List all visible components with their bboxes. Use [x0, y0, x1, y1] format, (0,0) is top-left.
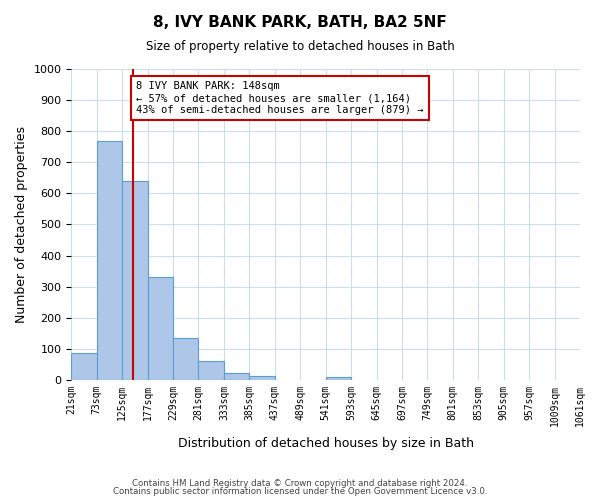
Bar: [224, 373, 250, 380]
Text: 8 IVY BANK PARK: 148sqm
← 57% of detached houses are smaller (1,164)
43% of semi: 8 IVY BANK PARK: 148sqm ← 57% of detache…: [136, 82, 424, 114]
X-axis label: Distribution of detached houses by size in Bath: Distribution of detached houses by size …: [178, 437, 473, 450]
Text: Contains public sector information licensed under the Open Government Licence v3: Contains public sector information licen…: [113, 487, 487, 496]
Bar: [148, 278, 173, 380]
Bar: [122, 181, 148, 380]
Bar: [199, 361, 224, 380]
Bar: [71, 354, 97, 380]
Y-axis label: Number of detached properties: Number of detached properties: [15, 126, 28, 323]
Text: 8, IVY BANK PARK, BATH, BA2 5NF: 8, IVY BANK PARK, BATH, BA2 5NF: [153, 15, 447, 30]
Bar: [173, 338, 199, 380]
Text: Contains HM Land Registry data © Crown copyright and database right 2024.: Contains HM Land Registry data © Crown c…: [132, 478, 468, 488]
Bar: [326, 378, 351, 380]
Bar: [250, 376, 275, 380]
Bar: [97, 140, 122, 380]
Text: Size of property relative to detached houses in Bath: Size of property relative to detached ho…: [146, 40, 454, 53]
